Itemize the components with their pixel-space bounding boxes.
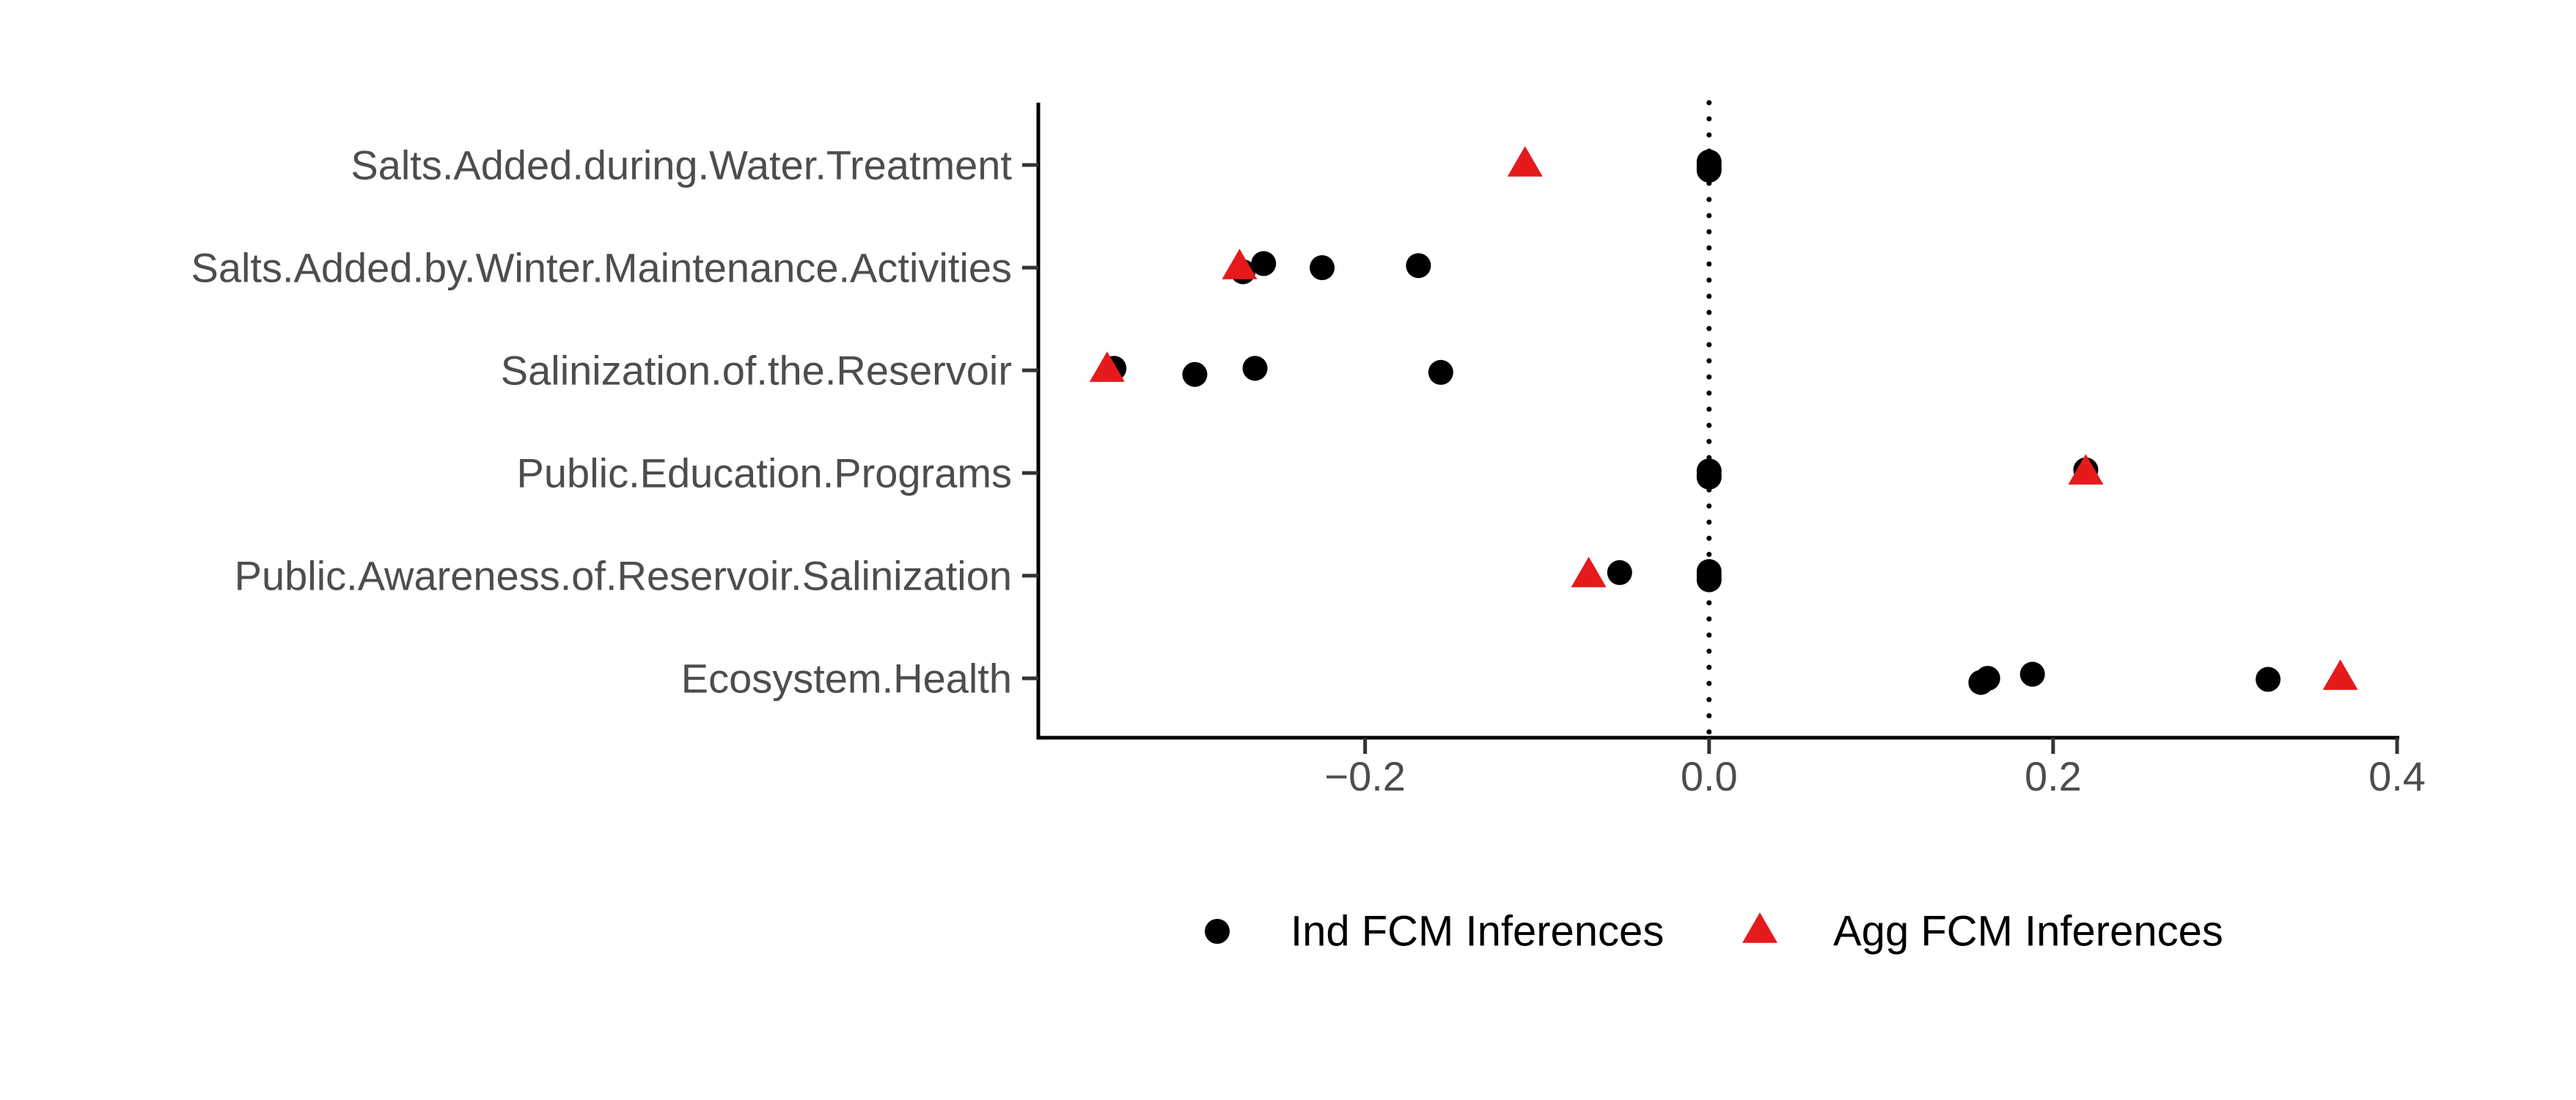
ind-fcm-point <box>1607 560 1632 585</box>
y-category-label: Salinization.of.the.Reservoir <box>501 348 1012 394</box>
ind-fcm-point <box>1251 251 1277 276</box>
agg-fcm-point <box>1222 249 1258 279</box>
x-tick-label: 0.0 <box>1681 753 1738 799</box>
y-category-label: Ecosystem.Health <box>681 656 1012 702</box>
agg-fcm-point <box>2068 454 2104 485</box>
x-tick-label: 0.4 <box>2368 753 2426 799</box>
y-category-label: Public.Education.Programs <box>517 450 1012 496</box>
x-tick-label: 0.2 <box>2025 753 2082 799</box>
ind-fcm-point <box>1696 567 1722 593</box>
x-tick-label: −0.2 <box>1324 753 1406 799</box>
legend-label: Ind FCM Inferences <box>1291 908 1664 956</box>
ind-fcm-point <box>1696 158 1722 183</box>
ind-fcm-point <box>1182 362 1208 387</box>
legend-label: Agg FCM Inferences <box>1833 908 2223 956</box>
y-category-label: Public.Awareness.of.Reservoir.Salinizati… <box>235 553 1012 599</box>
ind-fcm-point <box>2256 667 2281 692</box>
ind-fcm-point <box>1406 253 1431 279</box>
y-category-label: Salts.Added.during.Water.Treatment <box>351 142 1012 188</box>
agg-fcm-point <box>2322 659 2358 690</box>
ind-fcm-point <box>2019 661 2045 687</box>
legend-key-triangle <box>1742 912 1777 943</box>
ind-fcm-point <box>1242 356 1268 381</box>
ind-fcm-point <box>1428 359 1453 385</box>
y-category-label: Salts.Added.by.Winter.Maintenance.Activi… <box>191 245 1012 291</box>
agg-fcm-point <box>1089 351 1125 382</box>
ind-fcm-point <box>1696 464 1722 490</box>
ind-fcm-point <box>1310 255 1335 280</box>
agg-fcm-point <box>1507 146 1543 177</box>
ind-fcm-point <box>1975 666 2000 691</box>
agg-fcm-point <box>1571 557 1607 587</box>
legend-key-circle <box>1205 919 1230 944</box>
